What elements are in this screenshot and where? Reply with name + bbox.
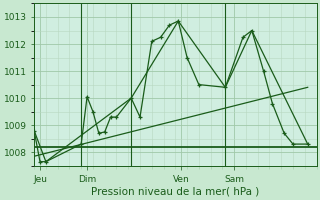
X-axis label: Pression niveau de la mer( hPa ): Pression niveau de la mer( hPa ): [91, 187, 260, 197]
